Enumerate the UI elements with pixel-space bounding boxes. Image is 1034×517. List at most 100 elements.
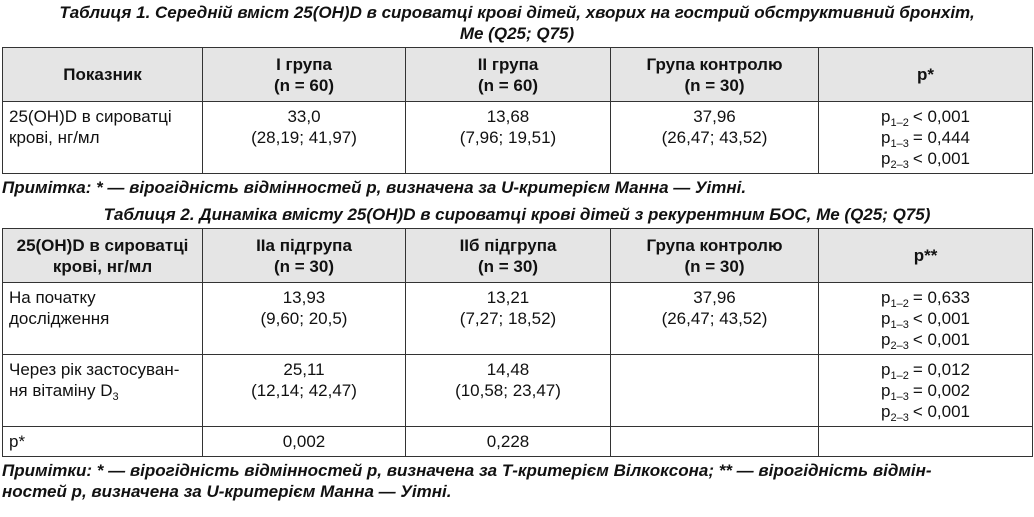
table-cell: Група контролю (n = 30)	[610, 47, 819, 102]
note-line: Примітки: * — вірогідність відмінностей …	[2, 461, 932, 480]
cell-line: p**	[913, 246, 938, 265]
cell-line: IIа підгрупа	[256, 235, 352, 255]
table-cell: p1–2 < 0,001 p1–3 = 0,444 p2–3 < 0,001	[818, 101, 1033, 174]
cell-line: p2–3 < 0,001	[880, 148, 971, 171]
table-cell: p**	[818, 228, 1033, 283]
cell-line: Через рік застосуван-	[9, 360, 180, 379]
cell-line: 13,21	[486, 288, 530, 307]
table-cell: IIа підгрупа (n = 30)	[202, 228, 406, 283]
table-cell: 25(OH)D в сироватці крові, нг/мл	[2, 101, 203, 174]
cell-line: (n = 30)	[274, 256, 334, 276]
p-values: p**	[914, 245, 938, 266]
table-cell: 25(OH)D в сироватці крові, нг/мл	[2, 228, 203, 283]
cell-line: 0,002	[282, 432, 326, 451]
line-text: p	[880, 149, 891, 168]
table-cell: 25,11 (12,14; 42,47)	[202, 354, 406, 427]
header-row: 25(OH)D в сироватці крові, нг/мл IIа підгр…	[2, 228, 1033, 283]
cell-line: 14,48	[486, 360, 530, 379]
line-text: ня вітаміну D	[9, 381, 113, 400]
cell-line: p*	[917, 65, 934, 84]
cell-line: Група контролю	[646, 54, 783, 74]
table-cell: II група (n = 60)	[405, 47, 611, 102]
line-text: p	[880, 309, 891, 328]
p-values: p1–2 = 0,012 p1–3 = 0,002 p2–3 < 0,001	[880, 359, 971, 424]
table-cell: 0,002	[202, 426, 406, 457]
table-row: 25(OH)D в сироватці крові, нг/мл 33,0 (28,1…	[2, 101, 1033, 174]
note-line: Примітка: * — вірогідність відмінностей …	[2, 178, 747, 197]
table-note: Примітки: * — вірогідність відмінностей …	[2, 460, 1032, 502]
cell-line: (n = 30)	[478, 256, 538, 276]
cell-line: Показник	[63, 65, 142, 84]
cell-line: (7,96; 19,51)	[459, 128, 557, 147]
p-values: p1–2 < 0,001 p1–3 = 0,444 p2–3 < 0,001	[880, 106, 971, 171]
table-cell	[610, 354, 819, 427]
cell-line: p1–2 = 0,633	[880, 287, 971, 310]
table-note: Примітка: * — вірогідність відмінностей …	[2, 177, 1032, 198]
title-line: Me (Q25; Q75)	[459, 24, 575, 43]
subscript: 2–3	[890, 412, 909, 424]
table-cell: Показник	[2, 47, 203, 102]
table-title: Таблиця 1. Середній вміст 25(OH)D в сиро…	[2, 2, 1032, 44]
table-header: 25(OH)D в сироватці крові, нг/мл IIа підгр…	[2, 228, 1033, 283]
subscript: 3	[112, 391, 119, 403]
cell-line: p1–3 < 0,001	[880, 308, 970, 331]
cell-line: 37,96	[693, 107, 736, 126]
table-cell: IIб підгрупа (n = 30)	[405, 228, 611, 283]
table-cell: 13,21 (7,27; 18,52)	[405, 282, 611, 355]
table-cell: p*	[818, 47, 1033, 102]
cell-line: 25(OH)D в сироватці	[9, 107, 172, 126]
line-text: p	[880, 330, 891, 349]
subscript: 1–3	[890, 319, 909, 331]
cell-line: (28,19; 41,97)	[251, 128, 357, 147]
table-cell: 37,96 (26,47; 43,52)	[610, 101, 819, 174]
cell-line: IIб підгрупа	[459, 235, 557, 255]
table-cell: p1–2 = 0,633 p1–3 < 0,001 p2–3 < 0,001	[818, 282, 1033, 355]
table-body: На початку дослідження 13,93 (9,60; 20,5) 13…	[2, 282, 1033, 457]
cell-line: (10,58; 23,47)	[455, 381, 561, 400]
cell-line: 13,68	[486, 107, 530, 126]
subscript: 2–3	[890, 159, 909, 171]
cell-line: p2–3 < 0,001	[880, 329, 970, 352]
cell-line: (n = 60)	[478, 75, 538, 95]
table-cell: Група контролю (n = 30)	[610, 228, 819, 283]
data-table: Показник I група (n = 60) II група (n = 60) Г…	[2, 47, 1033, 174]
line-value: < 0,001	[912, 149, 971, 168]
line-text: p	[880, 288, 891, 307]
line-text: p	[880, 402, 891, 421]
table-cell: р*	[2, 426, 203, 457]
line-value: < 0,001	[912, 402, 971, 421]
cell-line: На початку	[9, 288, 96, 307]
table-cell: I група (n = 60)	[202, 47, 406, 102]
note-line: ностей р, визначена за U-критерієм Манна…	[2, 482, 452, 501]
table-cell: 37,96 (26,47; 43,52)	[610, 282, 819, 355]
cell-line: 25,11	[283, 360, 325, 379]
table-cell	[818, 426, 1033, 457]
table-row: р* 0,002 0,228	[2, 426, 1033, 457]
table-cell: 0,228	[405, 426, 611, 457]
data-table: 25(OH)D в сироватці крові, нг/мл IIа підгр…	[2, 228, 1033, 457]
cell-line: p1–3 = 0,002	[881, 380, 971, 403]
cell-line: (n = 60)	[274, 75, 334, 95]
subscript: 1–2	[890, 117, 909, 129]
cell-line: II група	[477, 54, 539, 74]
title-line: Таблиця 2. Динаміка вмісту 25(OH)D в сир…	[103, 205, 931, 224]
p-values: p1–2 = 0,633 p1–3 < 0,001 p2–3 < 0,001	[880, 287, 971, 352]
cell-line: 25(OH)D в сироватці	[16, 235, 189, 255]
table-cell: 13,68 (7,96; 19,51)	[405, 101, 611, 174]
cell-line: 33,0	[287, 107, 321, 126]
table-body: 25(OH)D в сироватці крові, нг/мл 33,0 (28,1…	[2, 101, 1033, 174]
cell-line: дослідження	[9, 309, 110, 328]
line-value: = 0,012	[912, 360, 971, 379]
line-text: p	[880, 107, 891, 126]
table-row: Через рік застосуван-ня вітаміну D3 25,11…	[2, 354, 1033, 427]
cell-line: (n = 30)	[684, 256, 745, 276]
cell-line: 0,228	[486, 432, 530, 451]
line-value: = 0,002	[912, 381, 971, 400]
cell-line: Група контролю	[646, 235, 783, 255]
cell-line: 13,93	[282, 288, 326, 307]
cell-line: p1–3 = 0,444	[881, 127, 970, 150]
cell-line: крові, нг/мл	[9, 128, 100, 147]
line-value: < 0,001	[912, 107, 971, 126]
table-cell	[610, 426, 819, 457]
line-value: = 0,633	[912, 288, 971, 307]
